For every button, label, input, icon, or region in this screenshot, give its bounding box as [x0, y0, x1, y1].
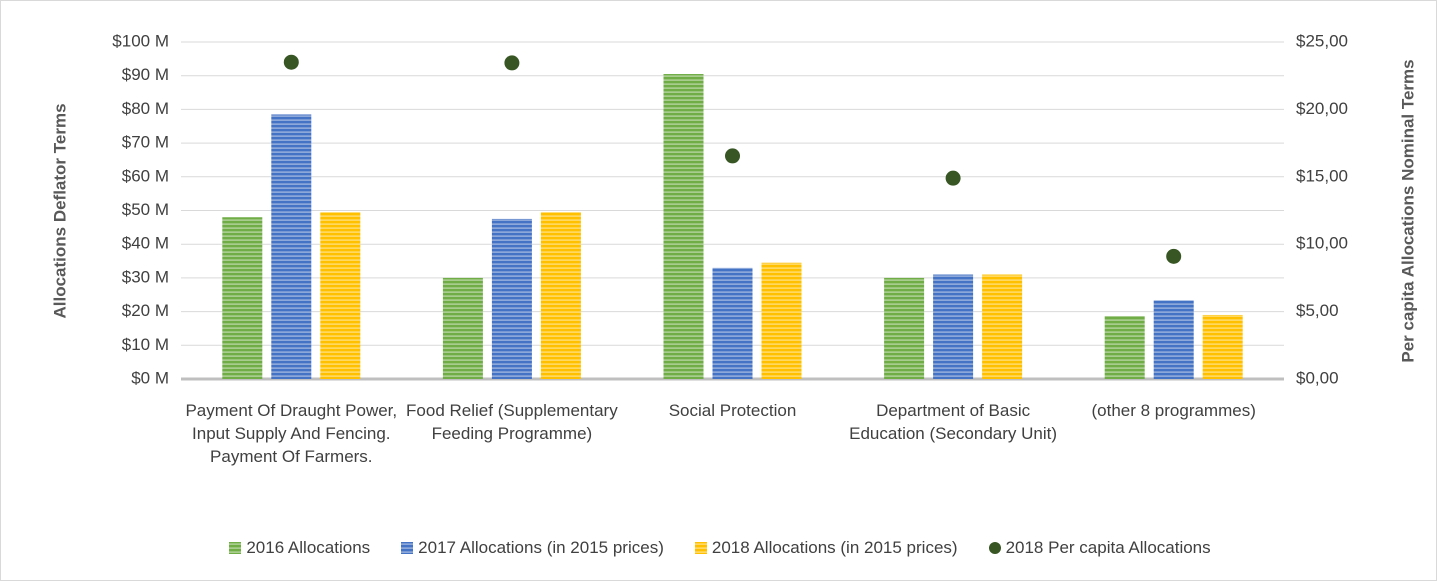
- bar: [933, 274, 974, 379]
- legend-swatch: [988, 542, 1001, 554]
- y2-tick-label: $25,00: [1296, 31, 1348, 50]
- y-tick-label: $70 M: [122, 133, 169, 152]
- legend-swatch: [694, 542, 707, 554]
- bar: [1202, 314, 1243, 379]
- dot: [1166, 248, 1182, 264]
- bar: [982, 274, 1023, 379]
- y-tick-label: $60 M: [122, 166, 169, 185]
- bar: [761, 262, 802, 379]
- bar: [884, 277, 925, 379]
- legend-item: 2018 Per capita Allocations: [988, 538, 1211, 558]
- y-tick-label: $20 M: [122, 301, 169, 320]
- x-tick-label: Social Protection: [668, 401, 797, 420]
- x-tick-label: (other 8 programmes): [1091, 401, 1256, 420]
- bar: [320, 212, 361, 379]
- bar: [271, 114, 312, 379]
- bar: [712, 267, 753, 379]
- x-tick-label: Department of Basic Education (Secondary…: [849, 401, 1058, 443]
- y-tick-label: $40 M: [122, 234, 169, 253]
- x-tick-label: Payment Of Draught Power, Input Supply A…: [185, 401, 398, 466]
- bar: [491, 218, 532, 379]
- bar: [663, 74, 704, 379]
- legend-label: 2017 Allocations (in 2015 prices): [418, 538, 664, 557]
- y2-tick-label: $10,00: [1296, 234, 1348, 253]
- legend: 2016 Allocations 2017 Allocations (in 201…: [1, 538, 1436, 558]
- y-tick-label: $90 M: [122, 65, 169, 84]
- dot: [945, 170, 961, 186]
- legend-item: 2018 Allocations (in 2015 prices): [694, 538, 958, 558]
- dot: [504, 55, 520, 71]
- legend-marker: [988, 542, 1001, 554]
- y2-tick-label: $20,00: [1296, 99, 1348, 118]
- bar: [540, 212, 581, 379]
- legend-swatch: [229, 542, 242, 554]
- x-tick-label: Food Relief (Supplementary Feeding Progr…: [406, 401, 618, 443]
- y-tick-label: $0 M: [131, 368, 169, 387]
- bar: [222, 217, 263, 379]
- y2-tick-label: $5,00: [1296, 301, 1339, 320]
- y2-tick-label: $0,00: [1296, 368, 1339, 387]
- y-tick-label: $50 M: [122, 200, 169, 219]
- y2-axis-title: Per capita Allocations Nominal Terms: [1398, 59, 1417, 362]
- legend-marker: [401, 542, 414, 554]
- y-axis-title: Allocations Deflator Terms: [50, 103, 69, 318]
- bar: [1104, 315, 1145, 379]
- y-tick-label: $30 M: [122, 267, 169, 286]
- legend-item: 2017 Allocations (in 2015 prices): [400, 538, 664, 558]
- y-tick-label: $80 M: [122, 99, 169, 118]
- legend-swatch: [401, 542, 414, 554]
- legend-label: 2016 Allocations: [246, 538, 371, 557]
- dot: [283, 54, 299, 70]
- bar: [442, 277, 483, 379]
- dot: [725, 148, 740, 164]
- y2-tick-label: $15,00: [1296, 166, 1348, 185]
- legend-marker: [229, 542, 242, 554]
- y-tick-label: $10 M: [122, 335, 169, 354]
- bar: [1153, 300, 1194, 379]
- legend-label: 2018 Per capita Allocations: [1005, 538, 1211, 557]
- y-tick-label: $100 M: [112, 31, 169, 50]
- legend-item: 2016 Allocations: [228, 538, 370, 558]
- legend-marker: [694, 542, 707, 554]
- legend-label: 2018 Allocations (in 2015 prices): [711, 538, 958, 557]
